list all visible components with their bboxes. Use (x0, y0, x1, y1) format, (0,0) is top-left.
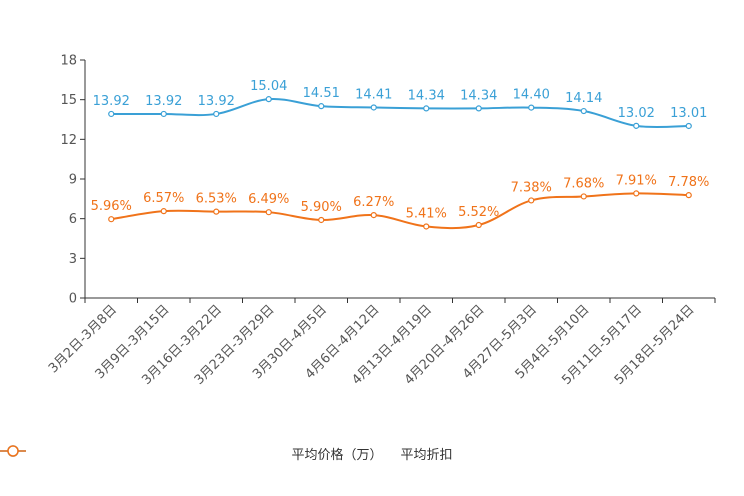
data-point (108, 216, 115, 223)
data-label: 5.52% (458, 205, 499, 220)
data-label: 6.27% (353, 195, 394, 210)
series-line-0 (111, 97, 689, 129)
data-label: 7.68% (563, 176, 604, 191)
data-label: 7.91% (616, 173, 657, 188)
data-label: 6.53% (196, 192, 237, 207)
data-point (370, 211, 377, 219)
y-tick-label: 0 (69, 292, 77, 307)
data-point (633, 190, 640, 197)
data-label: 5.41% (406, 206, 447, 221)
data-label: 13.02 (618, 106, 655, 121)
data-point (475, 221, 482, 229)
data-point (423, 223, 430, 230)
data-label: 14.14 (565, 91, 602, 106)
y-tick-label: 15 (60, 93, 77, 108)
y-tick-label: 18 (60, 54, 77, 69)
data-point (213, 208, 220, 215)
data-point (685, 192, 692, 199)
legend-label-avg-discount: 平均折扣 (400, 448, 453, 463)
data-label: 5.90% (301, 200, 342, 215)
data-label: 5.96% (91, 199, 132, 214)
data-label: 13.92 (93, 94, 130, 109)
y-tick-label: 12 (60, 133, 77, 148)
data-point (160, 208, 167, 215)
legend-item-avg-price[interactable]: 平均价格（万） (0, 444, 383, 463)
data-label: 14.41 (355, 87, 392, 102)
data-label: 14.40 (513, 88, 550, 103)
data-point (580, 107, 587, 115)
data-point (633, 122, 640, 129)
series-line-1 (111, 192, 689, 230)
data-label: 14.34 (460, 88, 497, 103)
data-label: 13.92 (145, 94, 182, 109)
data-label: 7.38% (511, 180, 552, 195)
legend-swatch-avg-discount (0, 445, 26, 457)
y-tick-label: 3 (69, 252, 77, 267)
data-point (475, 105, 482, 112)
data-point (318, 216, 325, 224)
data-label: 14.51 (303, 86, 340, 101)
y-tick-label: 9 (69, 173, 77, 188)
data-label: 15.04 (250, 79, 287, 94)
data-point (160, 110, 167, 118)
data-point (423, 105, 430, 112)
data-label: 6.57% (143, 191, 184, 206)
legend-label-avg-price: 平均价格（万） (291, 448, 383, 463)
data-point (370, 104, 377, 111)
data-point (213, 110, 220, 118)
data-label: 13.92 (198, 94, 235, 109)
legend-item-avg-discount[interactable]: 平均折扣 (0, 444, 453, 463)
data-label: 14.34 (408, 88, 445, 103)
data-point (265, 209, 272, 216)
data-label: 13.01 (670, 106, 707, 121)
y-tick-label: 6 (69, 212, 77, 227)
data-label: 6.49% (248, 192, 289, 207)
data-point (265, 96, 272, 103)
data-point (685, 122, 692, 130)
data-point (580, 193, 587, 200)
legend: 平均价格（万） 平均折扣 (0, 444, 744, 463)
data-point (108, 110, 115, 118)
data-point (528, 197, 535, 204)
data-label: 7.78% (668, 175, 709, 190)
data-point (528, 104, 535, 111)
data-point (318, 103, 325, 110)
